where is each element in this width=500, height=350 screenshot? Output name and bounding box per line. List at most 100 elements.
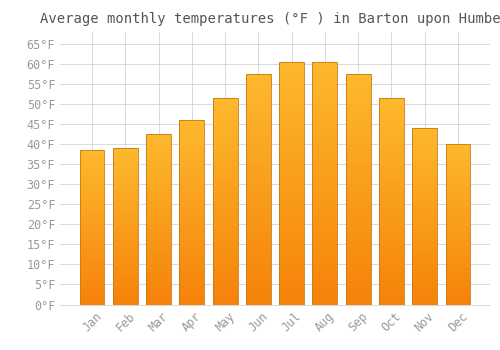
Bar (379, 230, 404, 232)
Bar (113, 220, 138, 222)
Bar (312, 219, 338, 222)
Bar (180, 267, 204, 270)
Bar (446, 239, 470, 240)
Bar (212, 195, 238, 197)
Bar (246, 290, 271, 293)
Bar (146, 303, 171, 304)
Bar (113, 209, 138, 211)
Bar (446, 292, 470, 293)
Bar (446, 242, 470, 244)
Bar (312, 118, 338, 120)
Bar (312, 108, 338, 110)
Bar (412, 172, 437, 174)
Bar (279, 297, 304, 300)
Bar (180, 295, 204, 297)
Bar (346, 83, 370, 85)
Bar (113, 301, 138, 303)
Bar (212, 249, 238, 251)
Bar (279, 278, 304, 280)
Bar (279, 137, 304, 139)
Bar (279, 224, 304, 227)
Bar (212, 265, 238, 267)
Bar (113, 286, 138, 287)
Bar (279, 62, 304, 304)
Bar (346, 295, 370, 298)
Bar (446, 229, 470, 231)
Bar (113, 294, 138, 295)
Bar (312, 273, 338, 275)
Bar (379, 149, 404, 152)
Bar (80, 162, 104, 164)
Bar (180, 135, 204, 136)
Bar (113, 240, 138, 242)
Bar (312, 62, 338, 64)
Bar (446, 255, 470, 256)
Bar (212, 166, 238, 168)
Bar (312, 271, 338, 273)
Bar (146, 182, 171, 183)
Bar (80, 187, 104, 189)
Bar (346, 251, 370, 254)
Bar (412, 248, 437, 250)
Bar (80, 150, 104, 304)
Bar (212, 162, 238, 164)
Bar (180, 190, 204, 192)
Bar (246, 150, 271, 152)
Bar (180, 136, 204, 138)
Bar (246, 245, 271, 247)
Bar (113, 163, 138, 165)
Bar (279, 74, 304, 76)
Bar (346, 231, 370, 233)
Bar (212, 290, 238, 292)
Bar (412, 230, 437, 232)
Bar (212, 122, 238, 125)
Bar (279, 163, 304, 166)
Bar (279, 261, 304, 263)
Bar (412, 241, 437, 243)
Bar (146, 139, 171, 141)
Bar (379, 164, 404, 166)
Bar (212, 286, 238, 288)
Bar (379, 160, 404, 162)
Bar (312, 91, 338, 93)
Bar (246, 168, 271, 170)
Bar (279, 227, 304, 229)
Bar (346, 245, 370, 247)
Bar (312, 292, 338, 295)
Bar (279, 290, 304, 292)
Bar (379, 189, 404, 191)
Bar (412, 146, 437, 147)
Bar (180, 186, 204, 188)
Bar (346, 111, 370, 113)
Bar (146, 164, 171, 166)
Bar (246, 94, 271, 97)
Bar (279, 171, 304, 173)
Bar (246, 127, 271, 129)
Bar (412, 299, 437, 301)
Bar (279, 186, 304, 188)
Bar (412, 186, 437, 188)
Bar (180, 212, 204, 214)
Bar (212, 184, 238, 187)
Bar (246, 235, 271, 238)
Bar (279, 210, 304, 212)
Bar (246, 272, 271, 274)
Bar (446, 295, 470, 296)
Bar (412, 301, 437, 303)
Bar (113, 215, 138, 217)
Bar (246, 247, 271, 249)
Bar (146, 253, 171, 255)
Bar (146, 180, 171, 182)
Bar (146, 192, 171, 194)
Bar (80, 271, 104, 272)
Bar (180, 177, 204, 179)
Bar (113, 262, 138, 264)
Bar (113, 218, 138, 220)
Bar (412, 227, 437, 229)
Bar (312, 163, 338, 166)
Bar (379, 178, 404, 181)
Bar (212, 255, 238, 257)
Bar (312, 113, 338, 115)
Bar (412, 190, 437, 191)
Bar (80, 260, 104, 261)
